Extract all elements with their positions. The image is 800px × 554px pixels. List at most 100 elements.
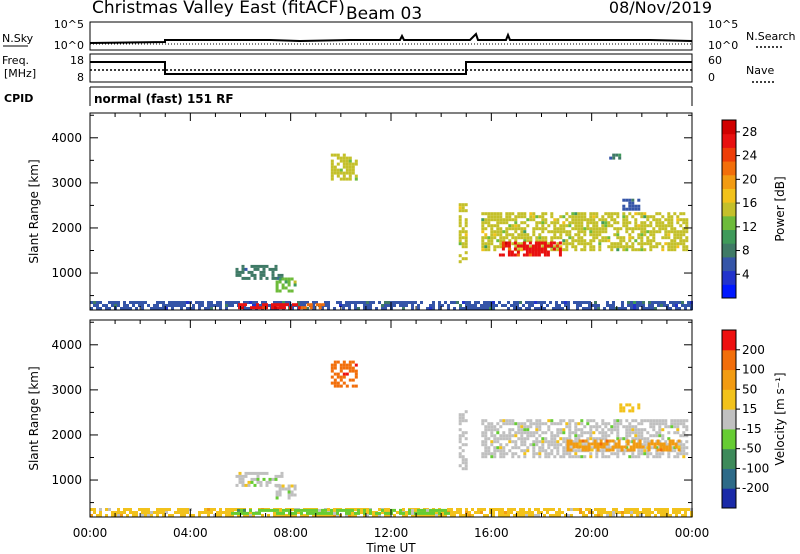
echo-cell [186, 508, 189, 511]
echo-cell [252, 511, 255, 515]
echo-cell [594, 301, 597, 304]
echo-cell [339, 378, 343, 382]
echo-cell [312, 304, 315, 307]
echo-cell [327, 511, 330, 515]
echo-cell [464, 230, 468, 234]
echo-cell [601, 215, 605, 219]
echo-cell [312, 514, 315, 517]
echo-cell [537, 514, 540, 517]
echo-cell [287, 496, 291, 500]
echo-cell [484, 428, 488, 432]
echo-cell [562, 455, 566, 459]
echo-cell [339, 508, 342, 512]
echo-cell [666, 304, 669, 307]
echo-cell [633, 304, 636, 307]
echo-cell [622, 449, 626, 453]
echo-cell [216, 511, 219, 514]
echo-cell [490, 425, 494, 429]
echo-cell [461, 431, 465, 435]
echo-cell [610, 218, 614, 222]
echo-cell [649, 248, 653, 252]
echo-cell [505, 452, 509, 456]
echo-cell [682, 443, 686, 447]
echo-cell [625, 245, 629, 249]
echo-cell [505, 434, 509, 438]
echo-cell [265, 471, 269, 475]
echo-cell [685, 446, 689, 450]
noise-sky-label: N.Sky [2, 32, 34, 45]
echo-cell [555, 244, 559, 248]
echo-cell [481, 239, 485, 243]
echo-cell [265, 480, 269, 484]
echo-cell [622, 224, 626, 228]
echo-cell [544, 437, 548, 441]
echo-cell [585, 508, 588, 511]
echo-cell [183, 511, 186, 514]
time-axis: 00:00 04:00 08:00 12:00 16:00 20:00 00:00 [73, 526, 710, 540]
echo-cell [168, 301, 171, 304]
echo-cell [489, 304, 492, 307]
echo-cell [609, 307, 612, 310]
echo-cell [278, 277, 282, 281]
echo-cell [274, 264, 278, 268]
echo-cell [628, 409, 632, 413]
echo-cell [622, 236, 626, 240]
echo-cell [598, 227, 602, 231]
echo-cell [636, 511, 639, 514]
echo-cell [153, 304, 156, 307]
echo-cell [625, 437, 629, 441]
colorbar-segment [722, 174, 736, 189]
echo-cell [502, 230, 506, 234]
echo-cell [550, 239, 554, 243]
echo-cell [583, 245, 587, 249]
echo-cell [501, 511, 504, 514]
echo-cell [477, 301, 480, 304]
echo-cell [670, 215, 674, 219]
echo-cell [490, 431, 494, 435]
echo-cell [228, 511, 231, 514]
echo-cell [399, 508, 402, 512]
echo-cell [526, 425, 530, 429]
echo-cell [673, 248, 677, 252]
echo-cell [237, 511, 240, 515]
echo-cell [543, 247, 547, 251]
echo-cell [511, 440, 515, 444]
echo-cell [655, 212, 659, 216]
echo-cell [652, 218, 656, 222]
echo-cell [565, 437, 569, 441]
echo-cell [275, 496, 279, 500]
echo-cell [562, 419, 566, 423]
echo-cell [675, 301, 678, 304]
echo-cell [552, 514, 555, 517]
echo-cell [614, 445, 618, 449]
echo-cell [402, 307, 405, 310]
echo-cell [241, 474, 245, 478]
echo-cell [228, 301, 231, 304]
echo-cell [366, 304, 369, 307]
echo-cell [281, 277, 285, 281]
echo-cell [168, 508, 171, 511]
echo-cell [504, 241, 508, 245]
echo-cell [330, 363, 334, 367]
echo-cell [661, 236, 665, 240]
x-tick-label: 20:00 [574, 526, 609, 540]
echo-cell [287, 487, 291, 491]
echo-cell [259, 264, 263, 268]
echo-cell [429, 514, 432, 517]
echo-cell [649, 233, 653, 237]
echo-cell [646, 236, 650, 240]
echo-cell [612, 304, 615, 307]
echo-cell [679, 212, 683, 216]
echo-cell [492, 301, 495, 304]
echo-cell [348, 363, 352, 367]
echo-cell [162, 514, 165, 517]
echo-cell [333, 168, 337, 172]
echo-cell [588, 307, 591, 310]
echo-cell [271, 273, 275, 277]
echo-cell [642, 301, 645, 304]
echo-cell [664, 224, 668, 228]
echo-cell [660, 511, 663, 514]
echo-cell [597, 508, 600, 511]
echo-cell [532, 446, 536, 450]
echo-cell [447, 511, 450, 515]
